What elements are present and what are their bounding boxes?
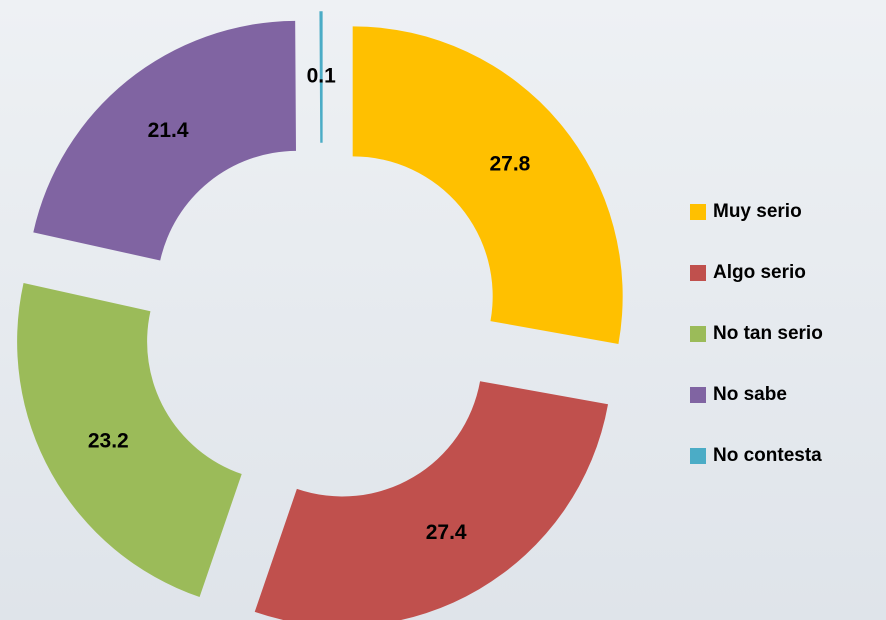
data-label: 27.8 (489, 152, 530, 175)
legend-label: No tan serio (713, 323, 823, 344)
legend-label: Muy serio (713, 201, 802, 222)
legend-swatch (690, 448, 706, 464)
legend-label: No contesta (713, 445, 822, 466)
donut-segment (254, 381, 609, 620)
legend-label: No sabe (713, 384, 787, 405)
donut-segment (352, 26, 623, 345)
data-label: 27.4 (426, 521, 467, 544)
data-label: 0.1 (307, 65, 337, 88)
legend-swatch (690, 204, 706, 220)
legend-label: Algo serio (713, 262, 806, 283)
data-label: 23.2 (88, 429, 129, 452)
donut-segment (33, 20, 296, 261)
data-label: 21.4 (148, 119, 189, 142)
donut-segment (319, 11, 323, 143)
legend-swatch (690, 387, 706, 403)
legend-swatch (690, 326, 706, 342)
legend-swatch (690, 265, 706, 281)
donut-segment (17, 283, 242, 597)
